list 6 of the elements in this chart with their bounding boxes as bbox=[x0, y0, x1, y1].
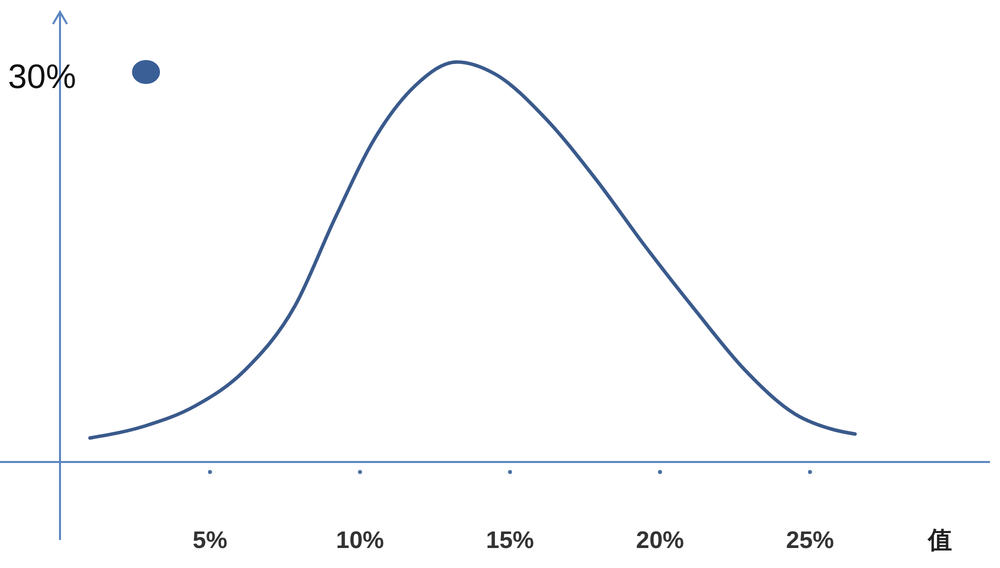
x-tick-label: 5% bbox=[192, 527, 228, 554]
x-axis-title: 值 bbox=[927, 527, 952, 554]
x-tick-label: 15% bbox=[486, 527, 534, 554]
x-tick-label: 20% bbox=[636, 527, 684, 554]
x-tick-label: 10% bbox=[336, 527, 384, 554]
x-tick-label: 25% bbox=[786, 527, 834, 554]
